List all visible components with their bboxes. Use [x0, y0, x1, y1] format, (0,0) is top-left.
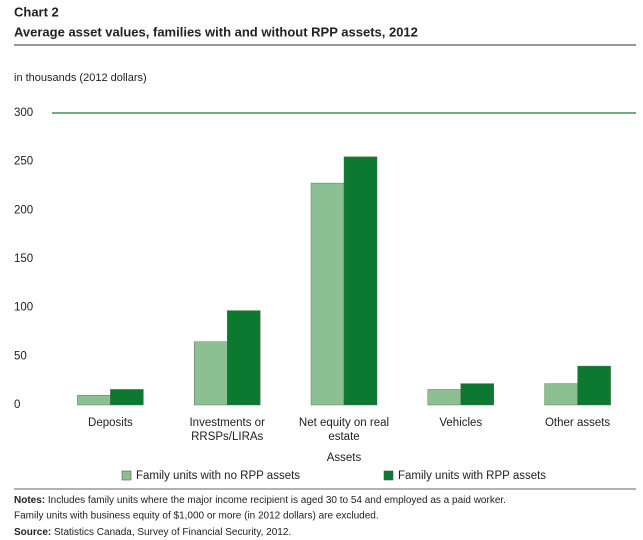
- bar: [343, 156, 378, 406]
- bar: [77, 395, 111, 406]
- source-label: Source:: [14, 527, 51, 538]
- y-axis-label: in thousands (2012 dollars): [14, 72, 147, 84]
- y-tick-label: 300: [14, 107, 33, 119]
- notes-label: Notes:: [14, 495, 45, 506]
- source-text: Statistics Canada, Survey of Financial S…: [54, 527, 291, 538]
- y-tick-label: 100: [14, 302, 33, 314]
- x-tick-label: Deposits: [88, 417, 133, 429]
- bar: [226, 310, 261, 406]
- source-line: Source: Statistics Canada, Survey of Fin…: [14, 527, 291, 538]
- legend-label: Family units with RPP assets: [398, 470, 546, 482]
- x-tick-label: Net equity on real estate: [299, 417, 389, 443]
- x-tick-label: Other assets: [545, 417, 610, 429]
- bar: [310, 182, 345, 406]
- legend-swatch: [121, 470, 132, 481]
- notes-line: Notes: Includes family units where the m…: [14, 495, 506, 506]
- notes-text: Includes family units where the major in…: [48, 495, 506, 506]
- chart-title: Chart 2: [14, 4, 59, 19]
- legend-swatch: [383, 470, 394, 481]
- y-tick-label: 0: [14, 399, 20, 411]
- bar: [460, 383, 494, 406]
- y-tick-label: 50: [14, 350, 27, 362]
- bar: [544, 383, 578, 406]
- bar: [577, 365, 611, 406]
- notes-text: Family units with business equity of $1,…: [14, 511, 379, 522]
- x-tick-label: Investments or RRSPs/LIRAs: [189, 417, 265, 443]
- bar: [193, 341, 228, 406]
- y-tick-label: 150: [14, 253, 33, 265]
- bar: [427, 389, 461, 406]
- chart-subtitle: Average asset values, families with and …: [14, 24, 418, 39]
- x-tick-label: Vehicles: [439, 417, 482, 429]
- y-tick-label: 250: [14, 156, 33, 168]
- y-tick-label: 200: [14, 204, 33, 216]
- x-axis-label: Assets: [327, 452, 362, 464]
- legend-label: Family units with no RPP assets: [136, 470, 300, 482]
- bar: [110, 389, 144, 406]
